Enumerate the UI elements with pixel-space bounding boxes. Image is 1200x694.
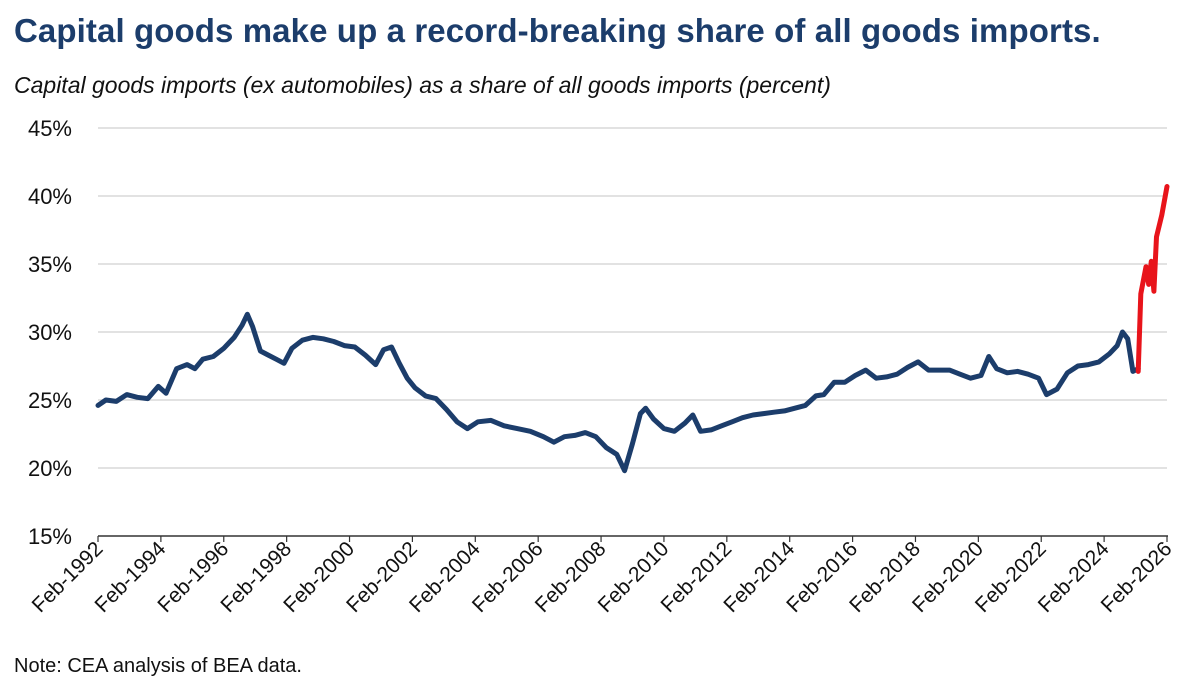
y-tick-label: 30% [28,320,72,345]
series-line-historical [95,311,1141,474]
series-lines [95,184,1170,474]
y-axis-ticks: 15% 20% 25% 30% 35% 40% 45% [28,116,72,549]
x-axis [97,535,1168,542]
series-line-recent [1135,184,1170,374]
gridlines [98,127,1167,469]
y-tick-label: 15% [28,524,72,549]
x-axis-ticks: Feb-1992Feb-1994Feb-1996Feb-1998Feb-2000… [28,537,1177,617]
y-tick-label: 45% [28,116,72,141]
y-tick-label: 25% [28,388,72,413]
chart-subtitle: Capital goods imports (ex automobiles) a… [14,72,831,98]
y-tick-label: 35% [28,252,72,277]
y-tick-label: 20% [28,456,72,481]
chart-title: Capital goods make up a record-breaking … [14,12,1101,49]
y-tick-label: 40% [28,184,72,209]
footnote: Note: CEA analysis of BEA data. [14,655,302,677]
